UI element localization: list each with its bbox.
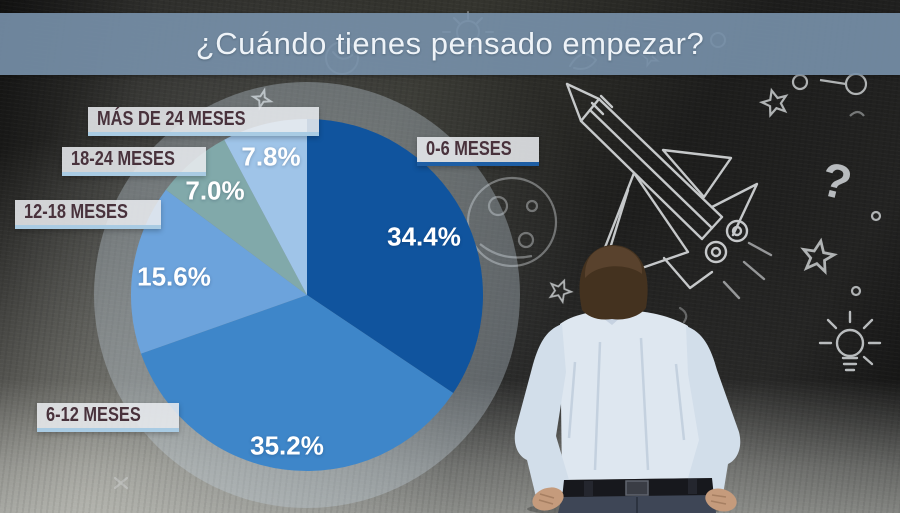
man-body [514, 245, 741, 513]
callout-label: 0-6 MESES [426, 138, 512, 160]
callout-0-6-meses: 0-6 MESES [417, 137, 539, 166]
man-belt [562, 478, 714, 499]
callout-label: 12-18 MESES [24, 201, 128, 223]
lightbulb-doodle [818, 310, 882, 372]
svg-text:?: ? [815, 153, 856, 212]
man-left-hand [532, 487, 564, 511]
title-banner: ¿Cuándo tienes pensado empezar? [0, 13, 900, 75]
callout-18-24-meses: 18-24 MESES [62, 147, 206, 176]
page-title: ¿Cuándo tienes pensado empezar? [195, 26, 705, 61]
man-right-hand [705, 488, 737, 512]
callout-mas-de-24-meses: MÁS DE 24 MESES [88, 107, 319, 136]
man-shadow [527, 501, 723, 513]
space-shuttle-doodle [565, 82, 773, 300]
chalk-stars [249, 72, 882, 305]
man-trousers [558, 495, 716, 513]
pct-label-0-6: 34.4% [387, 221, 461, 252]
spiral-scribble-doodle [113, 306, 688, 490]
pct-label-6-12: 35.2% [250, 430, 324, 461]
callout-12-18-meses: 12-18 MESES [15, 200, 161, 229]
question-mark-doodle: ? [815, 153, 856, 212]
planet-doodle [466, 176, 558, 268]
callout-label: 6-12 MESES [46, 404, 141, 426]
pct-label-12-18: 15.6% [137, 261, 211, 292]
callout-6-12-meses: 6-12 MESES [37, 403, 179, 432]
callout-label: 18-24 MESES [71, 148, 175, 170]
man-neck [597, 296, 627, 316]
pct-label-18-24: 7.0% [185, 175, 245, 206]
pct-label-mas-24: 7.8% [241, 141, 301, 172]
callout-label: MÁS DE 24 MESES [97, 108, 246, 130]
man-hair [579, 245, 648, 320]
